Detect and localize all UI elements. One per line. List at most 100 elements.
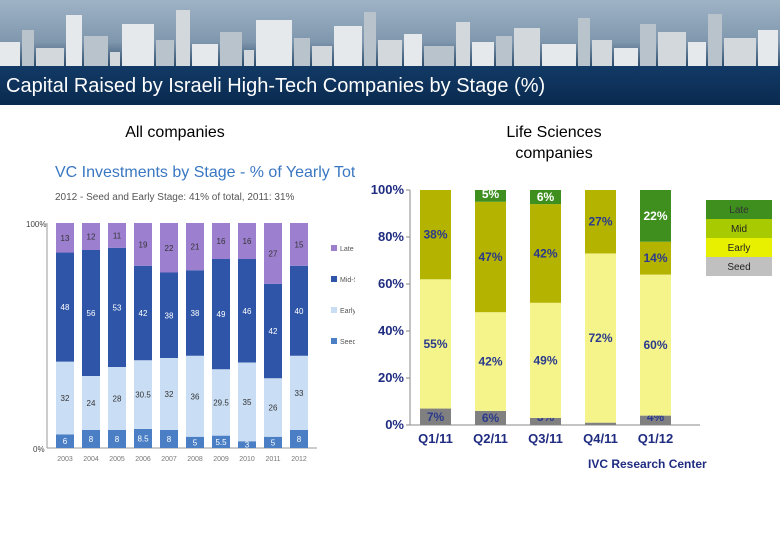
right-bar-value-label: 42% (478, 355, 502, 369)
left-bar-seed (264, 436, 282, 448)
right-bar-value-label: 49% (533, 353, 557, 367)
right-ytick-label: 80% (378, 229, 404, 244)
left-bar-value-label: 30.5 (135, 391, 151, 400)
left-bar-value-label: 46 (243, 307, 252, 316)
left-bar-value-label: 29.5 (213, 398, 229, 407)
right-legend-swatch-early (706, 238, 772, 257)
skyline-building (22, 30, 34, 70)
left-bar-seed (186, 436, 204, 448)
left-bar-mid-stage (212, 259, 230, 370)
left-bar-value-label: 28 (113, 395, 122, 404)
right-bar-value-label: 60% (643, 338, 667, 352)
right-bar-value-label: 6% (482, 411, 500, 425)
right-ytick-label: 100% (371, 182, 405, 197)
left-bar-early-stage (56, 361, 74, 435)
right-legend-label: Early (728, 243, 751, 254)
left-bar-value-label: 6 (63, 437, 68, 446)
left-bar-value-label: 8 (115, 435, 120, 444)
right-ytick-label: 20% (378, 370, 404, 385)
left-bar-value-label: 12 (87, 233, 96, 242)
left-bar-value-label: 38 (191, 309, 200, 318)
left-xtick-label: 2008 (187, 456, 203, 463)
skyline-building (256, 20, 292, 70)
left-bar-value-label: 13 (61, 234, 70, 243)
left-bar-early-stage (290, 355, 308, 430)
left-xtick-label: 2012 (291, 456, 307, 463)
right-subtitle-line2: companies (515, 145, 593, 162)
skyline-building (176, 10, 190, 70)
left-bar-seed (290, 430, 308, 448)
left-ytick-label: 100% (26, 220, 46, 229)
left-bar-mid-stage (160, 272, 178, 358)
left-legend-label: Mid-Stage (340, 277, 355, 284)
left-bar-early-stage (212, 369, 230, 436)
right-subtitle-line1: Life Sciences (506, 124, 602, 141)
left-bar-late-stage (290, 223, 308, 266)
right-bar-seed (585, 422, 616, 425)
left-bar-mid-stage (186, 270, 204, 356)
skyline-building (688, 42, 706, 70)
header-banner: Capital Raised by Israeli High-Tech Comp… (0, 0, 780, 105)
skyline-building (0, 42, 20, 70)
left-bar-value-label: 40 (295, 307, 304, 316)
right-bar-mid (420, 190, 451, 280)
right-bar-late (475, 190, 506, 202)
skyline-building (708, 14, 722, 70)
left-bar-seed (56, 434, 74, 448)
right-bar-value-label: 27% (588, 215, 612, 229)
left-bar-value-label: 36 (191, 392, 200, 401)
right-bar-early (530, 302, 561, 418)
left-xtick-label: 2010 (239, 456, 255, 463)
right-bar-value-label: 47% (478, 250, 502, 264)
left-xtick-label: 2007 (161, 456, 177, 463)
left-bar-late-stage (238, 223, 256, 259)
right-bar-value-label: 6% (537, 190, 555, 204)
left-xtick-label: 2006 (135, 456, 151, 463)
left-bar-value-label: 38 (165, 311, 174, 320)
right-legend-swatch-late (706, 200, 772, 219)
left-bar-value-label: 22 (165, 244, 174, 253)
left-bar-value-label: 8 (167, 435, 172, 444)
left-bar-value-label: 56 (87, 309, 96, 318)
skyline-building (456, 22, 470, 70)
right-legend-swatch-mid (706, 219, 772, 238)
right-bar-seed (530, 417, 561, 425)
right-xtick-label: Q1/11 (418, 431, 453, 446)
skyline-building (724, 38, 756, 70)
left-bar-value-label: 16 (243, 237, 252, 246)
right-bar-mid (475, 201, 506, 313)
left-xtick-label: 2011 (265, 456, 280, 463)
left-bar-early-stage (108, 367, 126, 430)
skyline-building (364, 12, 376, 70)
left-subtitle: All companies (125, 124, 225, 141)
left-xtick-label: 2005 (109, 456, 125, 463)
left-bar-value-label: 5.5 (215, 438, 227, 447)
left-bar-mid-stage (290, 265, 308, 356)
skyline-building (640, 24, 656, 70)
right-ytick-label: 60% (378, 276, 404, 291)
left-bar-value-label: 21 (191, 243, 200, 252)
left-bar-value-label: 15 (295, 240, 304, 249)
skyline-building (658, 32, 686, 70)
left-bar-seed (212, 435, 230, 448)
right-bar-early (420, 279, 451, 409)
right-bar-value-label: 14% (643, 251, 667, 265)
left-bar-mid-stage (108, 247, 126, 367)
left-bar-seed (108, 430, 126, 448)
skyline-building (614, 48, 638, 70)
skyline-building (192, 44, 218, 70)
skyline-building (84, 36, 108, 70)
left-bar-value-label: 49 (217, 310, 226, 319)
left-chart-subtitle: 2012 - Seed and Early Stage: 41% of tota… (55, 192, 295, 203)
skyline-building (66, 15, 82, 70)
left-bar-value-label: 8 (297, 435, 302, 444)
left-bar-late-stage (212, 223, 230, 259)
left-legend-label: Late Stage (340, 246, 355, 253)
skyline-building (294, 38, 310, 70)
left-bar-late-stage (264, 223, 282, 284)
left-chart-title: VC Investments by Stage - % of Yearly To… (55, 164, 355, 181)
skyline-building (542, 44, 576, 70)
left-bar-value-label: 16 (217, 237, 226, 246)
left-bar-value-label: 24 (87, 399, 96, 408)
left-bar-value-label: 26 (269, 404, 278, 413)
